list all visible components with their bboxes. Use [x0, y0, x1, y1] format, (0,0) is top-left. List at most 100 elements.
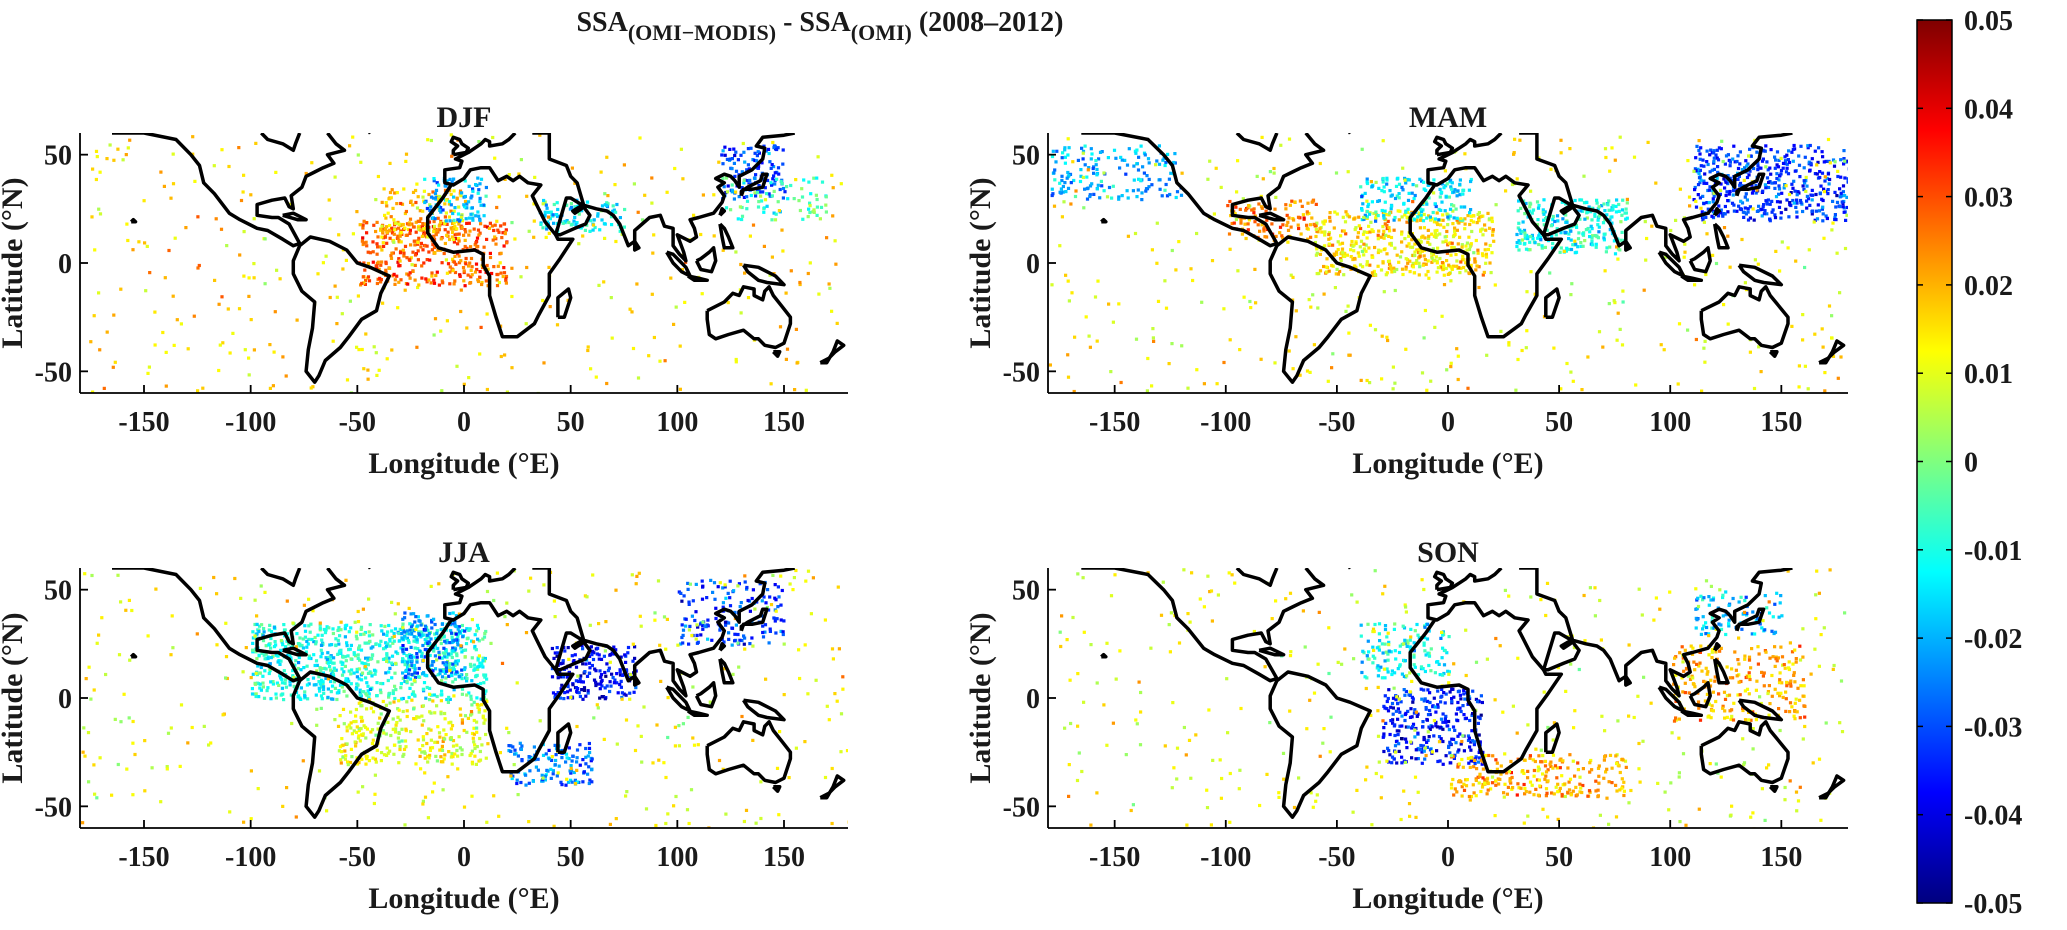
data-pixel: [1597, 230, 1601, 234]
data-pixel: [1802, 187, 1806, 192]
data-pixel: [1377, 186, 1381, 190]
data-pixel: [478, 352, 482, 356]
data-pixel: [415, 206, 420, 210]
data-pixel: [586, 754, 590, 758]
data-pixel: [368, 657, 373, 661]
data-pixel: [485, 237, 489, 241]
data-pixel: [452, 237, 456, 242]
data-pixel: [457, 625, 461, 629]
data-pixel: [1569, 229, 1573, 233]
data-pixel: [1443, 209, 1447, 213]
data-pixel: [92, 314, 96, 318]
data-pixel: [402, 752, 406, 756]
data-pixel: [355, 675, 359, 679]
data-pixel: [1718, 192, 1722, 196]
data-pixel: [405, 272, 409, 276]
x-tick-label: 0: [1441, 407, 1455, 438]
data-pixel: [1371, 273, 1375, 277]
data-pixel: [1291, 275, 1295, 279]
data-pixel: [1307, 211, 1311, 215]
data-pixel: [1368, 323, 1372, 327]
data-pixel: [798, 282, 802, 287]
data-pixel: [1392, 266, 1396, 270]
data-pixel: [1465, 241, 1469, 245]
data-pixel: [1328, 215, 1332, 219]
data-pixel: [650, 201, 654, 205]
data-pixel: [393, 684, 397, 688]
data-pixel: [375, 681, 379, 685]
data-pixel: [430, 248, 434, 252]
data-pixel: [473, 270, 478, 274]
data-pixel: [305, 645, 309, 649]
data-pixel: [357, 734, 361, 738]
data-pixel: [815, 197, 819, 202]
data-pixel: [1274, 195, 1278, 199]
data-pixel: [1507, 343, 1511, 347]
data-pixel: [1138, 178, 1143, 182]
data-pixel: [385, 230, 389, 235]
data-pixel: [268, 667, 272, 672]
data-pixel: [1533, 241, 1537, 245]
data-pixel: [453, 677, 457, 681]
data-pixel: [421, 229, 425, 233]
data-pixel: [1360, 218, 1364, 222]
data-pixel: [412, 225, 416, 229]
data-pixel: [420, 750, 424, 754]
data-pixel: [340, 737, 344, 741]
data-pixel: [1616, 247, 1620, 251]
data-pixel: [751, 223, 756, 227]
data-pixel: [574, 223, 578, 227]
data-pixel: [425, 614, 429, 618]
data-pixel: [256, 682, 260, 686]
data-pixel: [111, 365, 115, 369]
coastline-north-america: [112, 133, 347, 248]
data-pixel: [394, 727, 398, 731]
data-pixel: [1230, 221, 1234, 226]
data-pixel: [435, 704, 439, 708]
data-pixel: [146, 371, 150, 375]
data-pixel: [281, 692, 285, 696]
data-pixel: [462, 382, 466, 386]
data-pixel: [376, 245, 380, 249]
data-pixel: [449, 736, 453, 740]
data-pixel: [462, 728, 466, 733]
data-pixel: [1109, 370, 1113, 374]
data-pixel: [1602, 202, 1606, 206]
data-pixel: [1401, 166, 1405, 170]
data-pixel: [427, 278, 431, 282]
title-sub1: (OMI−MODIS): [628, 20, 776, 45]
data-pixel: [399, 697, 404, 701]
data-pixel: [615, 681, 619, 685]
data-pixel: [1605, 213, 1609, 217]
data-pixel: [1488, 261, 1492, 265]
data-pixel: [1460, 243, 1464, 247]
data-pixel: [1353, 257, 1357, 261]
data-pixel: [324, 254, 328, 258]
coastline-java: [1680, 274, 1704, 283]
data-pixel: [1703, 172, 1707, 176]
data-pixel: [1793, 189, 1797, 193]
data-pixel: [147, 365, 151, 369]
x-axis-label: Longitude (°E): [1352, 447, 1543, 480]
data-pixel: [470, 731, 475, 736]
data-pixel: [378, 688, 383, 692]
data-pixel: [1306, 201, 1310, 205]
data-pixel: [267, 643, 271, 647]
data-pixel: [1784, 170, 1789, 174]
data-pixel: [1536, 206, 1541, 210]
data-pixel: [1468, 271, 1472, 276]
data-pixel: [1795, 193, 1799, 197]
data-pixel: [1748, 205, 1752, 209]
data-pixel: [484, 673, 488, 677]
data-pixel: [1816, 160, 1820, 164]
data-pixel: [580, 209, 584, 213]
data-pixel: [255, 622, 259, 626]
data-pixel: [1409, 245, 1413, 249]
data-pixel: [1435, 228, 1439, 233]
data-pixel: [547, 757, 552, 761]
data-pixel: [1202, 382, 1206, 386]
data-pixel: [1537, 203, 1541, 208]
data-pixel: [1331, 352, 1335, 356]
data-pixel: [257, 624, 262, 628]
data-pixel: [186, 347, 190, 351]
